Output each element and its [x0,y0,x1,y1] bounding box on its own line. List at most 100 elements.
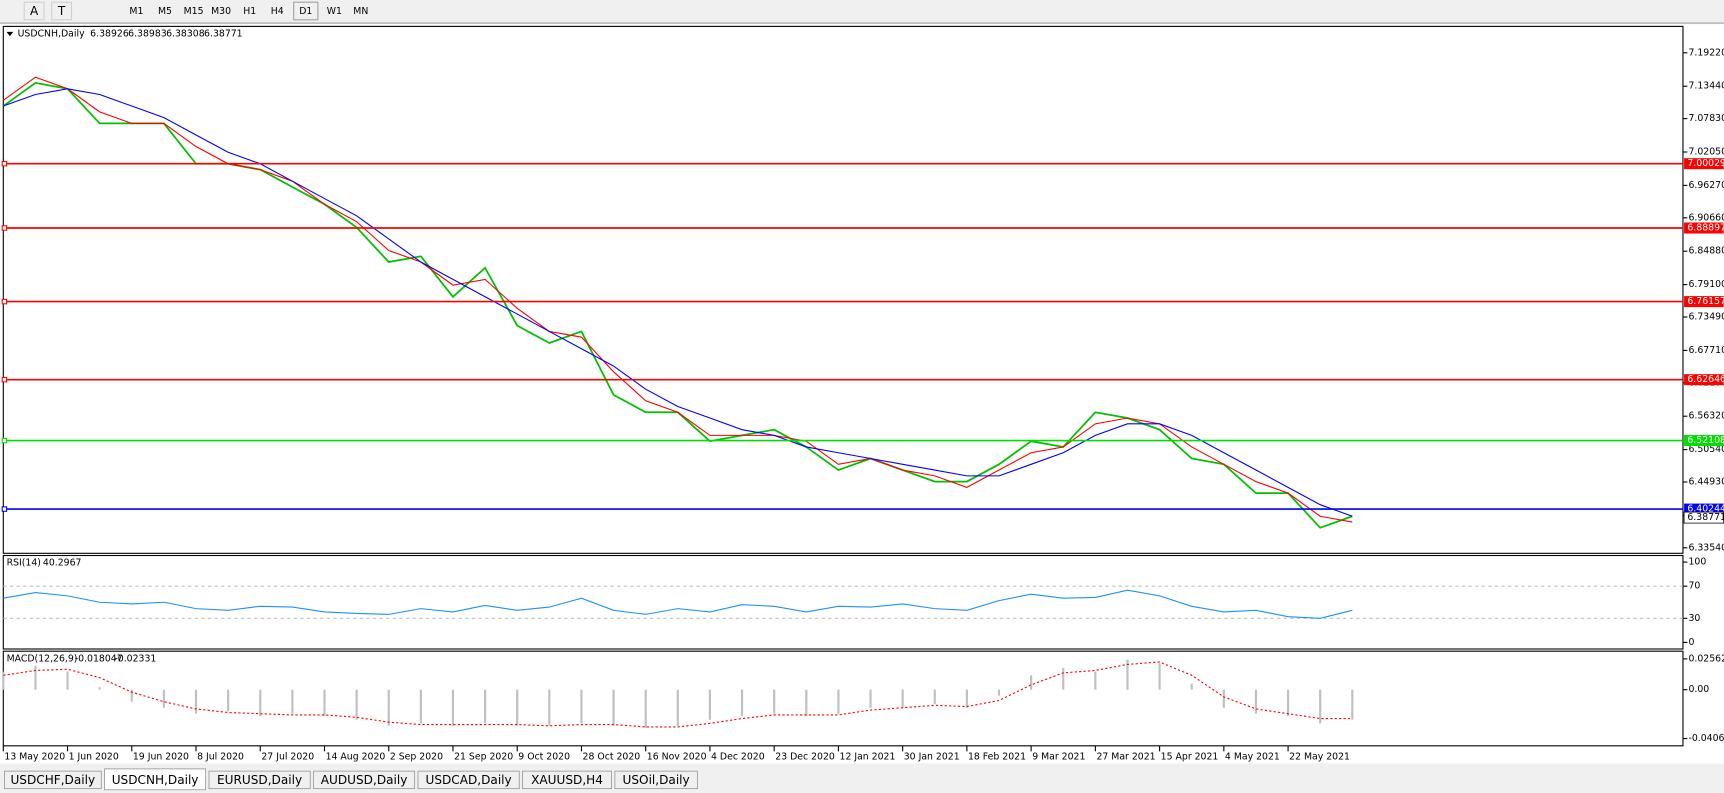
tool-label: T [57,4,66,18]
timeframe-label: MN [353,6,368,17]
y-tick-label: 0.00 [1688,684,1709,695]
macd-panel [2,650,1684,747]
indicator-value: 6.38983 [128,29,167,40]
histogram-bar [130,689,133,702]
chart-tab[interactable] [208,770,311,790]
y-tick-label: 7.19220 [1688,47,1724,58]
chart-tab[interactable] [4,770,102,790]
indicator-value: -0.02331 [114,653,156,664]
symbol-menu-arrow [6,31,14,37]
chart-tab[interactable] [417,770,520,790]
signal-line [3,661,1353,728]
indicator-value: 6.38926 [90,29,129,40]
y-tick-label: 70 [1688,581,1700,592]
histogram-bar [323,689,326,717]
x-tick-label: 14 Aug 2020 [326,751,386,762]
level-price-box [1684,374,1724,386]
x-tick-label: 22 May 2021 [1289,751,1350,762]
x-tick-label: 15 Apr 2021 [1161,751,1219,762]
series-line [3,88,1353,517]
histogram-bar [483,689,487,724]
y-tick-label: 6.56320 [1688,411,1724,422]
histogram-bar [676,689,679,726]
x-tick-label: 8 Jul 2020 [197,751,244,762]
histogram-bar [997,689,1001,696]
y-tick-label: 6.79100 [1688,279,1724,290]
y-tick-label: 6.50540 [1688,444,1724,455]
chart-tab[interactable] [522,770,612,790]
level-price-box [1684,503,1724,515]
histogram-bar [291,689,294,714]
histogram-bar [227,689,230,712]
y-tick-label: 6.84880 [1688,246,1724,257]
histogram-bar [901,689,904,708]
x-tick-label: 28 Oct 2020 [583,751,641,762]
indicator-title: MACD(12,26,9) [7,653,78,664]
chart-tab[interactable] [614,770,698,790]
timeframe-label: W1 [327,6,342,17]
histogram-bar [451,689,455,726]
x-tick-label: 4 Dec 2020 [711,751,765,762]
x-tick-label: 18 Feb 2021 [968,751,1026,762]
timeframe-label: M5 [158,6,172,17]
chart-tab[interactable] [313,770,416,790]
x-tick-label: 21 Sep 2020 [454,751,513,762]
tool-button[interactable] [51,1,73,21]
x-tick-label: 12 Jan 2021 [840,751,896,762]
x-tick-label: 27 Mar 2021 [1096,751,1155,762]
indicator-value: -0.018047 [75,653,123,664]
histogram-bar [387,689,390,726]
level-marker [1,225,8,231]
level-price-label: 6.40244 [1687,504,1724,515]
histogram-bar [1190,683,1193,690]
histogram-bar [516,689,519,726]
rsi-panel [2,554,1684,650]
histogram-bar [740,689,744,717]
level-price-box [1684,222,1724,234]
histogram-bar [1286,689,1290,717]
x-tick-label: 16 Nov 2020 [647,751,707,762]
x-tick-label: 13 May 2020 [4,751,65,762]
level-price-box [1684,296,1724,308]
level-marker [1,437,8,444]
price-panel [2,25,1684,554]
x-tick-label: 4 May 2021 [1225,751,1280,762]
x-tick-label: 19 Jun 2020 [133,751,189,762]
y-tick-label: 6.90660 [1688,212,1724,223]
timeframe-button[interactable] [293,1,319,21]
timeframe-label: D1 [299,6,312,17]
histogram-bar [548,689,551,726]
histogram-bar [773,689,776,714]
histogram-bar [1094,671,1097,690]
y-tick-label: 6.33540 [1688,542,1724,553]
timeframe-label: H4 [271,6,284,17]
tool-label: A [30,4,39,18]
x-tick-label: 9 Mar 2021 [1032,751,1085,762]
level-price-label: 6.62646 [1687,374,1724,385]
level-price-label: 6.76157 [1687,296,1724,307]
timeframe-label: H1 [243,6,256,17]
y-tick-label: 6.44930 [1688,477,1724,488]
chart-tab-label: XAUUSD,H4 [531,773,603,787]
chart-tab-label: USDCHF,Daily [10,773,95,787]
timeframe-label: M15 [184,6,204,17]
x-tick-label: 1 Jun 2020 [69,751,119,762]
y-tick-label: 6.73490 [1688,312,1724,323]
histogram-bar [708,689,712,720]
histogram-bar [2,671,5,690]
y-tick-label: 7.07830 [1688,113,1724,124]
histogram-bar [34,665,37,690]
histogram-bar [259,689,262,717]
histogram-bar [1062,668,1065,690]
histogram-bar [98,687,101,690]
y-tick-label: -0.04068 [1688,733,1724,744]
chart-tab-label: USDCNH,Daily [112,773,199,787]
histogram-bar [355,689,358,720]
toolbar [0,0,1724,24]
chart-tab[interactable] [104,768,207,791]
histogram-bar [66,671,69,690]
tool-button[interactable] [23,1,45,21]
indicator-value: 6.38771 [204,29,243,40]
level-price-box [1684,435,1724,447]
level-price-box [1684,158,1724,170]
